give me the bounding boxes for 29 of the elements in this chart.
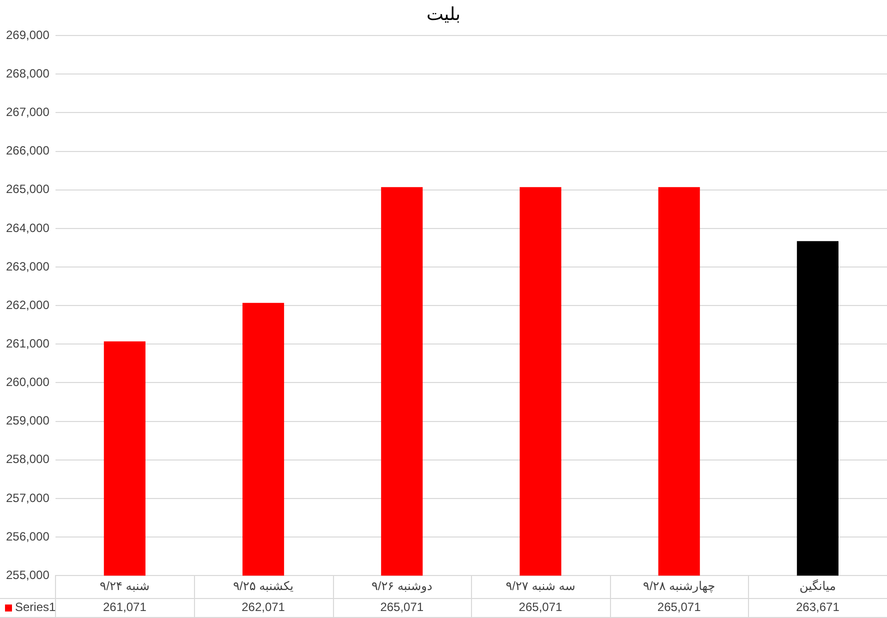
data-label: 263,671 bbox=[796, 600, 840, 614]
x-tick-label: شنبه ۹/۲۴ bbox=[100, 579, 150, 594]
x-tick-label: یکشنبه ۹/۲۵ bbox=[233, 579, 294, 594]
x-tick-label: میانگین bbox=[799, 579, 836, 594]
data-label: 262,071 bbox=[242, 600, 286, 614]
x-tick-label: چهارشنبه ۹/۲۸ bbox=[643, 579, 716, 594]
x-tick-label: سه شنبه ۹/۲۷ bbox=[506, 579, 576, 594]
y-tick-label: 264,000 bbox=[6, 220, 50, 235]
data-label: 261,071 bbox=[102, 600, 147, 614]
y-tick-label: 269,000 bbox=[6, 28, 50, 42]
y-tick-label: 257,000 bbox=[6, 490, 50, 505]
y-tick-label: 266,000 bbox=[6, 144, 50, 158]
y-tick-label: 260,000 bbox=[6, 375, 50, 390]
x-tick-label: دوشنبه ۹/۲۶ bbox=[371, 579, 432, 594]
y-tick-label: 258,000 bbox=[6, 452, 50, 466]
y-tick-label: 265,000 bbox=[6, 182, 50, 196]
y-tick-label: 255,000 bbox=[6, 568, 50, 582]
y-tick-label: 259,000 bbox=[6, 414, 50, 428]
y-tick-label: 263,000 bbox=[6, 259, 50, 274]
data-label: 265,071 bbox=[657, 600, 702, 614]
data-label: 265,071 bbox=[380, 600, 424, 614]
y-tick-label: 256,000 bbox=[6, 529, 50, 544]
y-tick-label: 262,000 bbox=[6, 298, 50, 312]
y-tick-label: 268,000 bbox=[6, 66, 50, 80]
y-tick-label: 261,000 bbox=[6, 336, 50, 350]
legend-label: Series1 bbox=[15, 600, 56, 614]
data-label: 265,071 bbox=[518, 600, 562, 614]
chart-title: بلیت bbox=[426, 4, 461, 24]
y-tick-label: 267,000 bbox=[6, 105, 50, 120]
